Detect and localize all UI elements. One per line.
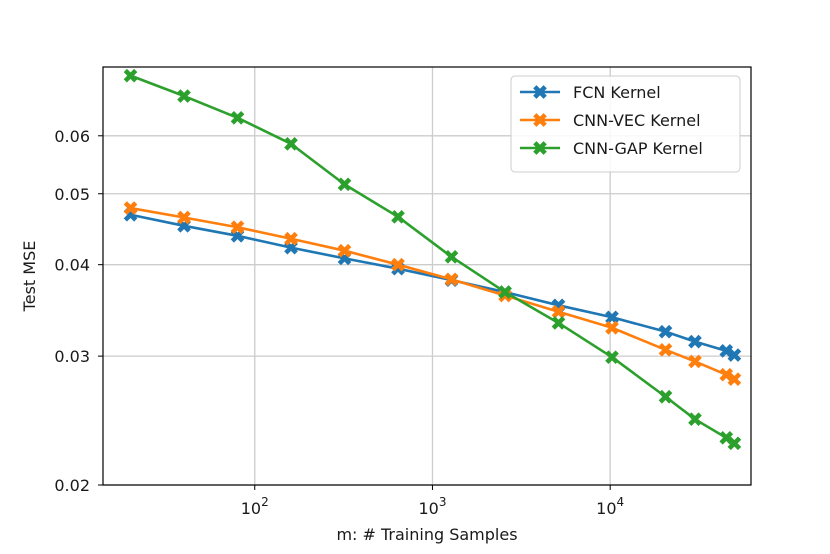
y-axis-label: Test MSE [20,241,39,313]
legend-item-fcn-kernel: FCN Kernel [520,83,661,102]
data-point [688,412,702,427]
data-point [337,177,352,192]
data-point [605,320,619,335]
data-point [688,334,702,349]
data-point [658,324,673,339]
data-point [658,343,673,357]
x-tick-label: 103 [418,495,446,518]
legend-label: CNN-GAP Kernel [573,139,703,158]
data-point [727,436,742,451]
legend-item-cnn-vec-kernel: CNN-VEC Kernel [520,111,701,130]
data-point [688,354,702,369]
data-point [498,288,512,303]
data-point [727,348,742,362]
data-point [284,137,298,151]
legend-box [510,75,741,173]
data-point [551,316,566,330]
x-axis-label: m: # Training Samples [336,525,517,544]
data-point [123,201,138,215]
legend: FCN Kernel CNN-VEC Kernel CNN-GAP Kernel [510,75,741,173]
series-lines [123,68,742,451]
data-point [391,257,405,272]
data-point [605,350,619,365]
data-point [551,304,566,319]
data-point [284,231,298,246]
legend-marker [533,141,547,155]
y-tick-label: 0.04 [54,256,90,275]
data-point [230,110,245,125]
y-tick-label: 0.03 [54,347,90,366]
data-point [123,68,138,83]
y-tick-label: 0.05 [54,185,90,204]
data-point [337,243,352,258]
data-point [727,372,742,387]
data-point [719,344,734,358]
data-point [658,389,673,404]
data-point [444,272,459,287]
data-point [230,220,245,235]
legend-marker [533,85,547,99]
axis-ticks: 102 103 104 0.02 0.03 0.04 0.05 0.06 [54,127,624,518]
y-tick-label: 0.02 [54,476,90,495]
y-tick-label: 0.06 [54,127,90,146]
legend-label: FCN Kernel [573,83,661,102]
x-tick-label: 102 [241,495,269,518]
series-cnn-vec-kernel [123,201,742,387]
data-point [177,89,191,103]
legend-marker [533,113,547,127]
legend-item-cnn-gap-kernel: CNN-GAP Kernel [520,139,703,158]
data-point [605,310,619,325]
data-point [498,285,512,299]
data-point [719,367,734,382]
series-cnn-gap-kernel [123,68,742,451]
data-point [444,250,459,264]
plot-frame [102,66,752,486]
data-point [391,209,405,224]
legend-label: CNN-VEC Kernel [573,111,701,130]
data-point [177,210,191,225]
x-tick-label: 104 [596,495,624,518]
